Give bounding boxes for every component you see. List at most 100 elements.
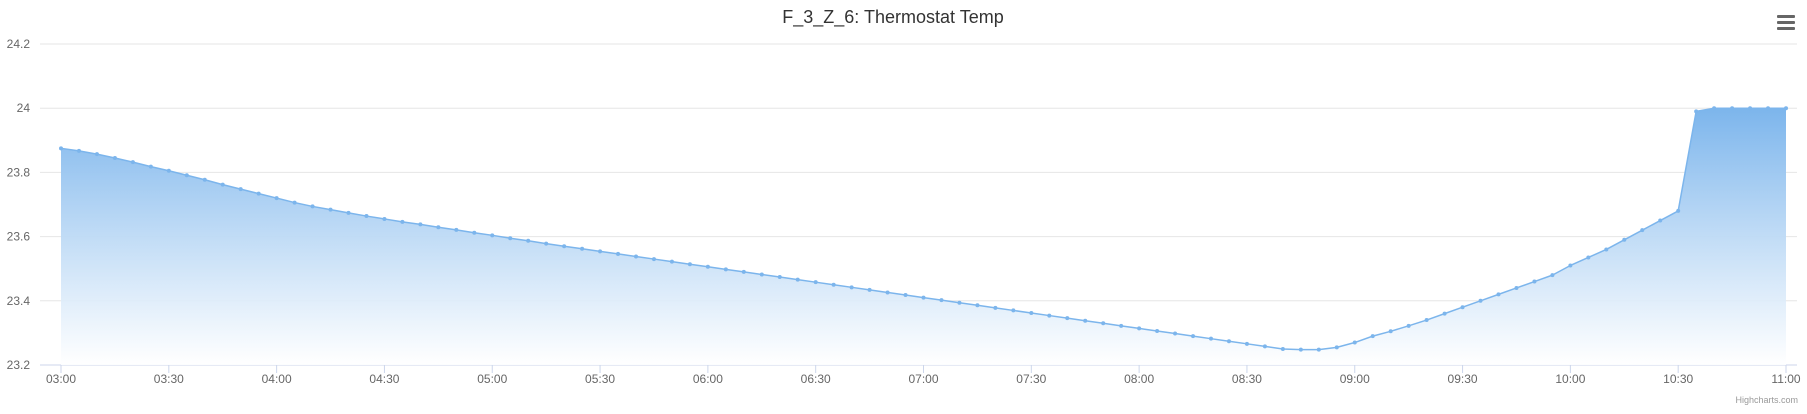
data-point[interactable] bbox=[1640, 228, 1645, 233]
data-point[interactable] bbox=[1119, 323, 1124, 328]
data-point[interactable] bbox=[1568, 263, 1573, 268]
menu-bar-middle bbox=[1777, 21, 1795, 24]
data-point[interactable] bbox=[112, 155, 117, 160]
data-point[interactable] bbox=[669, 259, 674, 264]
data-point[interactable] bbox=[562, 244, 567, 249]
data-point[interactable] bbox=[1101, 321, 1106, 326]
data-point[interactable] bbox=[616, 251, 621, 256]
data-point[interactable] bbox=[1011, 308, 1016, 313]
data-point[interactable] bbox=[1191, 334, 1196, 339]
data-point[interactable] bbox=[1244, 341, 1249, 346]
data-point[interactable] bbox=[490, 233, 495, 238]
data-point[interactable] bbox=[1047, 313, 1052, 318]
data-point[interactable] bbox=[1550, 273, 1555, 278]
data-point[interactable] bbox=[813, 280, 818, 285]
data-point[interactable] bbox=[1730, 106, 1735, 111]
data-point[interactable] bbox=[849, 285, 854, 290]
data-point[interactable] bbox=[705, 264, 710, 269]
data-point[interactable] bbox=[130, 160, 135, 165]
data-point[interactable] bbox=[634, 254, 638, 259]
data-point[interactable] bbox=[310, 204, 315, 209]
data-point[interactable] bbox=[526, 238, 531, 243]
data-point[interactable] bbox=[202, 177, 207, 182]
data-point[interactable] bbox=[1155, 328, 1160, 333]
data-point[interactable] bbox=[1604, 247, 1609, 252]
data-point[interactable] bbox=[1622, 237, 1627, 242]
data-point[interactable] bbox=[903, 293, 908, 298]
data-point[interactable] bbox=[382, 216, 387, 221]
data-point[interactable] bbox=[1712, 106, 1717, 111]
data-point[interactable] bbox=[220, 182, 225, 187]
data-point[interactable] bbox=[184, 173, 189, 178]
data-point[interactable] bbox=[454, 227, 459, 232]
credits-link[interactable]: Highcharts.com bbox=[1735, 395, 1798, 405]
data-point[interactable] bbox=[651, 257, 656, 262]
data-point[interactable] bbox=[957, 300, 962, 305]
data-point[interactable] bbox=[1694, 109, 1699, 114]
data-point[interactable] bbox=[256, 191, 261, 196]
data-point[interactable] bbox=[1586, 255, 1591, 260]
data-point[interactable] bbox=[1388, 329, 1393, 334]
data-point[interactable] bbox=[777, 275, 782, 280]
data-point[interactable] bbox=[1370, 334, 1375, 339]
data-point[interactable] bbox=[1280, 346, 1285, 351]
data-point[interactable] bbox=[1316, 347, 1321, 352]
data-point[interactable] bbox=[1262, 344, 1267, 349]
data-point[interactable] bbox=[94, 152, 99, 157]
data-point[interactable] bbox=[759, 272, 764, 277]
data-point[interactable] bbox=[1784, 106, 1788, 111]
data-point[interactable] bbox=[939, 298, 944, 303]
data-point[interactable] bbox=[867, 287, 872, 292]
data-point[interactable] bbox=[418, 222, 423, 227]
data-point[interactable] bbox=[921, 295, 926, 300]
data-point[interactable] bbox=[148, 164, 153, 169]
data-point[interactable] bbox=[472, 230, 477, 235]
data-point[interactable] bbox=[795, 277, 800, 282]
data-point[interactable] bbox=[1442, 311, 1447, 316]
data-point[interactable] bbox=[544, 241, 549, 246]
data-point[interactable] bbox=[1226, 339, 1231, 344]
data-point[interactable] bbox=[993, 305, 998, 310]
data-point[interactable] bbox=[831, 282, 836, 287]
data-point[interactable] bbox=[1065, 316, 1070, 321]
data-point[interactable] bbox=[1173, 331, 1178, 336]
data-point[interactable] bbox=[328, 207, 333, 212]
data-point[interactable] bbox=[59, 146, 63, 151]
data-point[interactable] bbox=[1352, 340, 1357, 345]
data-point[interactable] bbox=[1478, 298, 1483, 303]
data-point[interactable] bbox=[400, 219, 405, 224]
data-point[interactable] bbox=[1676, 208, 1681, 213]
data-point[interactable] bbox=[346, 210, 351, 215]
hamburger-menu-icon[interactable] bbox=[1773, 10, 1799, 34]
data-point[interactable] bbox=[1748, 106, 1753, 111]
data-point[interactable] bbox=[885, 290, 890, 295]
data-point[interactable] bbox=[76, 148, 81, 153]
data-point[interactable] bbox=[166, 168, 171, 173]
data-point[interactable] bbox=[975, 303, 980, 308]
data-point[interactable] bbox=[292, 200, 297, 205]
data-point[interactable] bbox=[598, 249, 603, 254]
data-point[interactable] bbox=[687, 262, 692, 267]
data-point[interactable] bbox=[274, 196, 279, 201]
data-point[interactable] bbox=[1406, 323, 1411, 328]
data-point[interactable] bbox=[723, 267, 728, 272]
data-point[interactable] bbox=[1514, 285, 1519, 290]
data-point[interactable] bbox=[436, 225, 441, 230]
data-point[interactable] bbox=[1298, 347, 1303, 352]
data-point[interactable] bbox=[508, 236, 513, 241]
data-point[interactable] bbox=[1532, 279, 1537, 284]
data-point[interactable] bbox=[1029, 310, 1034, 315]
data-point[interactable] bbox=[1083, 318, 1088, 323]
data-point[interactable] bbox=[1209, 336, 1213, 341]
data-point[interactable] bbox=[1496, 292, 1501, 297]
data-point[interactable] bbox=[1424, 318, 1429, 323]
data-point[interactable] bbox=[238, 187, 243, 192]
data-point[interactable] bbox=[364, 214, 369, 219]
data-point[interactable] bbox=[1460, 305, 1465, 310]
data-point[interactable] bbox=[1137, 326, 1142, 331]
data-point[interactable] bbox=[580, 246, 585, 251]
data-point[interactable] bbox=[741, 269, 746, 274]
data-point[interactable] bbox=[1658, 218, 1663, 223]
data-point[interactable] bbox=[1334, 345, 1339, 350]
data-point[interactable] bbox=[1766, 106, 1771, 111]
